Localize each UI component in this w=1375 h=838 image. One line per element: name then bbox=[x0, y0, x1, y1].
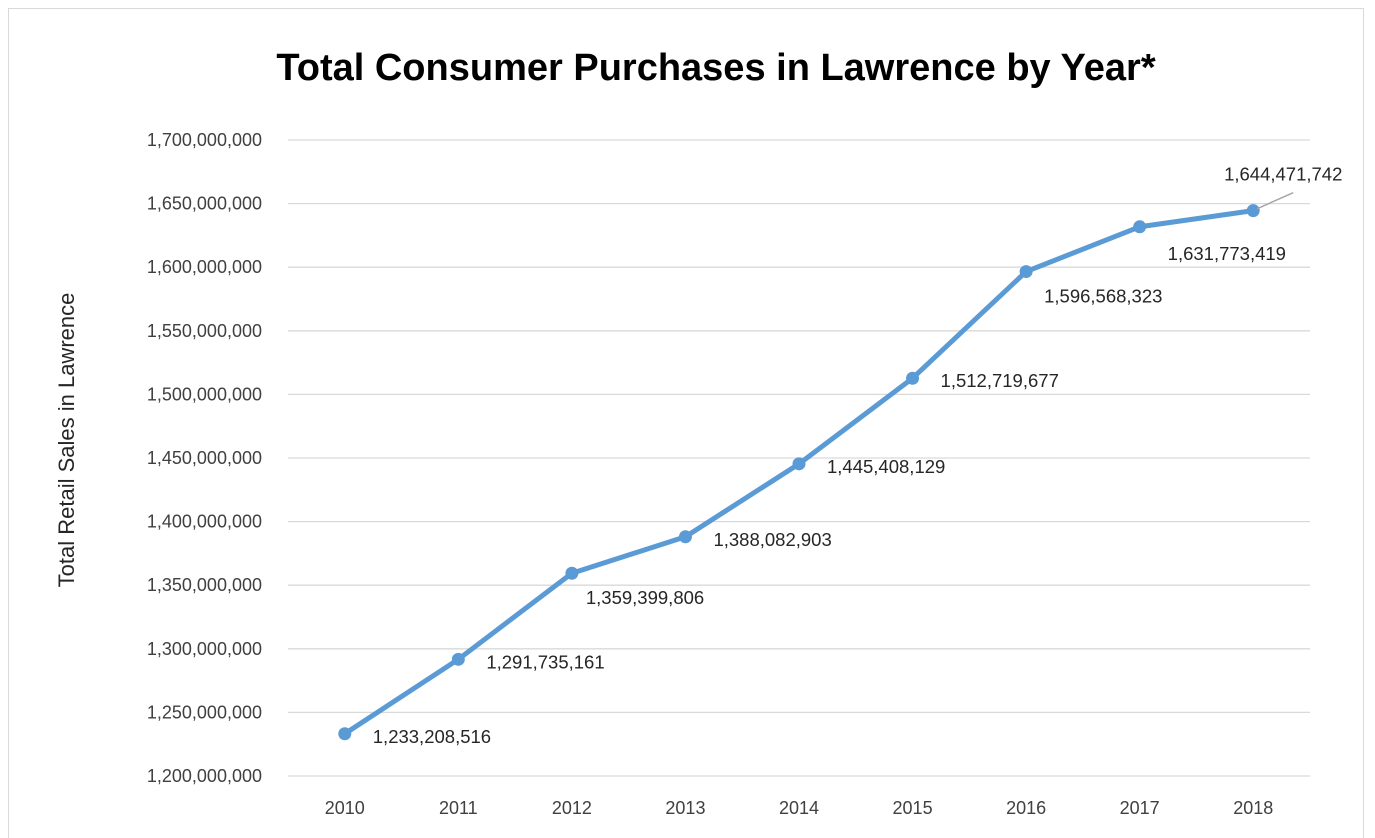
x-tick-label: 2017 bbox=[1120, 798, 1160, 818]
x-tick-label: 2018 bbox=[1233, 798, 1273, 818]
y-tick-label: 1,650,000,000 bbox=[147, 194, 262, 214]
data-points bbox=[338, 204, 1260, 741]
data-label: 1,233,208,516 bbox=[373, 726, 491, 747]
y-tick-label: 1,550,000,000 bbox=[147, 321, 262, 341]
x-tick-label: 2012 bbox=[552, 798, 592, 818]
y-tick-label: 1,500,000,000 bbox=[147, 384, 262, 404]
data-label: 1,644,471,742 bbox=[1224, 164, 1342, 185]
data-label-leader bbox=[1256, 191, 1294, 210]
x-tick-label: 2015 bbox=[893, 798, 933, 818]
y-tick-label: 1,250,000,000 bbox=[147, 702, 262, 722]
y-axis-title: Total Retail Sales in Lawrence bbox=[54, 293, 79, 588]
data-label: 1,388,082,903 bbox=[713, 529, 831, 550]
data-label: 1,291,735,161 bbox=[486, 651, 604, 672]
data-labels: 1,233,208,516 1,291,735,161 1,359,399,806 1… bbox=[373, 164, 1343, 747]
x-tick-label: 2010 bbox=[325, 798, 365, 818]
chart-title: Total Consumer Purchases in Lawrence by … bbox=[276, 47, 1155, 89]
data-label: 1,445,408,129 bbox=[827, 456, 945, 477]
x-tick-label: 2013 bbox=[665, 798, 705, 818]
data-point bbox=[792, 457, 806, 471]
data-label: 1,631,773,419 bbox=[1168, 243, 1286, 264]
y-tick-label: 1,600,000,000 bbox=[147, 257, 262, 277]
data-point bbox=[1133, 220, 1147, 234]
data-point bbox=[678, 530, 692, 544]
gridlines bbox=[288, 139, 1310, 777]
y-tick-label: 1,350,000,000 bbox=[147, 575, 262, 595]
data-label: 1,359,399,806 bbox=[586, 587, 704, 608]
y-tick-label: 1,450,000,000 bbox=[147, 448, 262, 468]
x-tick-label: 2016 bbox=[1006, 798, 1046, 818]
y-axis-ticks: 1,200,000,000 1,250,000,000 1,300,000,000 1… bbox=[147, 130, 262, 786]
y-tick-label: 1,700,000,000 bbox=[147, 130, 262, 150]
data-label: 1,596,568,323 bbox=[1044, 286, 1162, 307]
data-label: 1,512,719,677 bbox=[941, 370, 1059, 391]
data-point bbox=[338, 727, 352, 741]
x-tick-label: 2011 bbox=[439, 798, 478, 818]
data-point bbox=[1246, 204, 1260, 218]
x-tick-label: 2014 bbox=[779, 798, 819, 818]
y-tick-label: 1,400,000,000 bbox=[147, 512, 262, 532]
data-point bbox=[906, 371, 920, 385]
chart-frame bbox=[8, 8, 1364, 838]
y-tick-label: 1,200,000,000 bbox=[147, 766, 262, 786]
data-point bbox=[565, 566, 579, 580]
y-tick-label: 1,300,000,000 bbox=[147, 639, 262, 659]
data-point bbox=[1019, 265, 1033, 279]
data-point bbox=[451, 652, 465, 666]
x-axis-ticks: 2010 2011 2012 2013 2014 2015 2016 2017 2018 bbox=[325, 798, 1273, 818]
